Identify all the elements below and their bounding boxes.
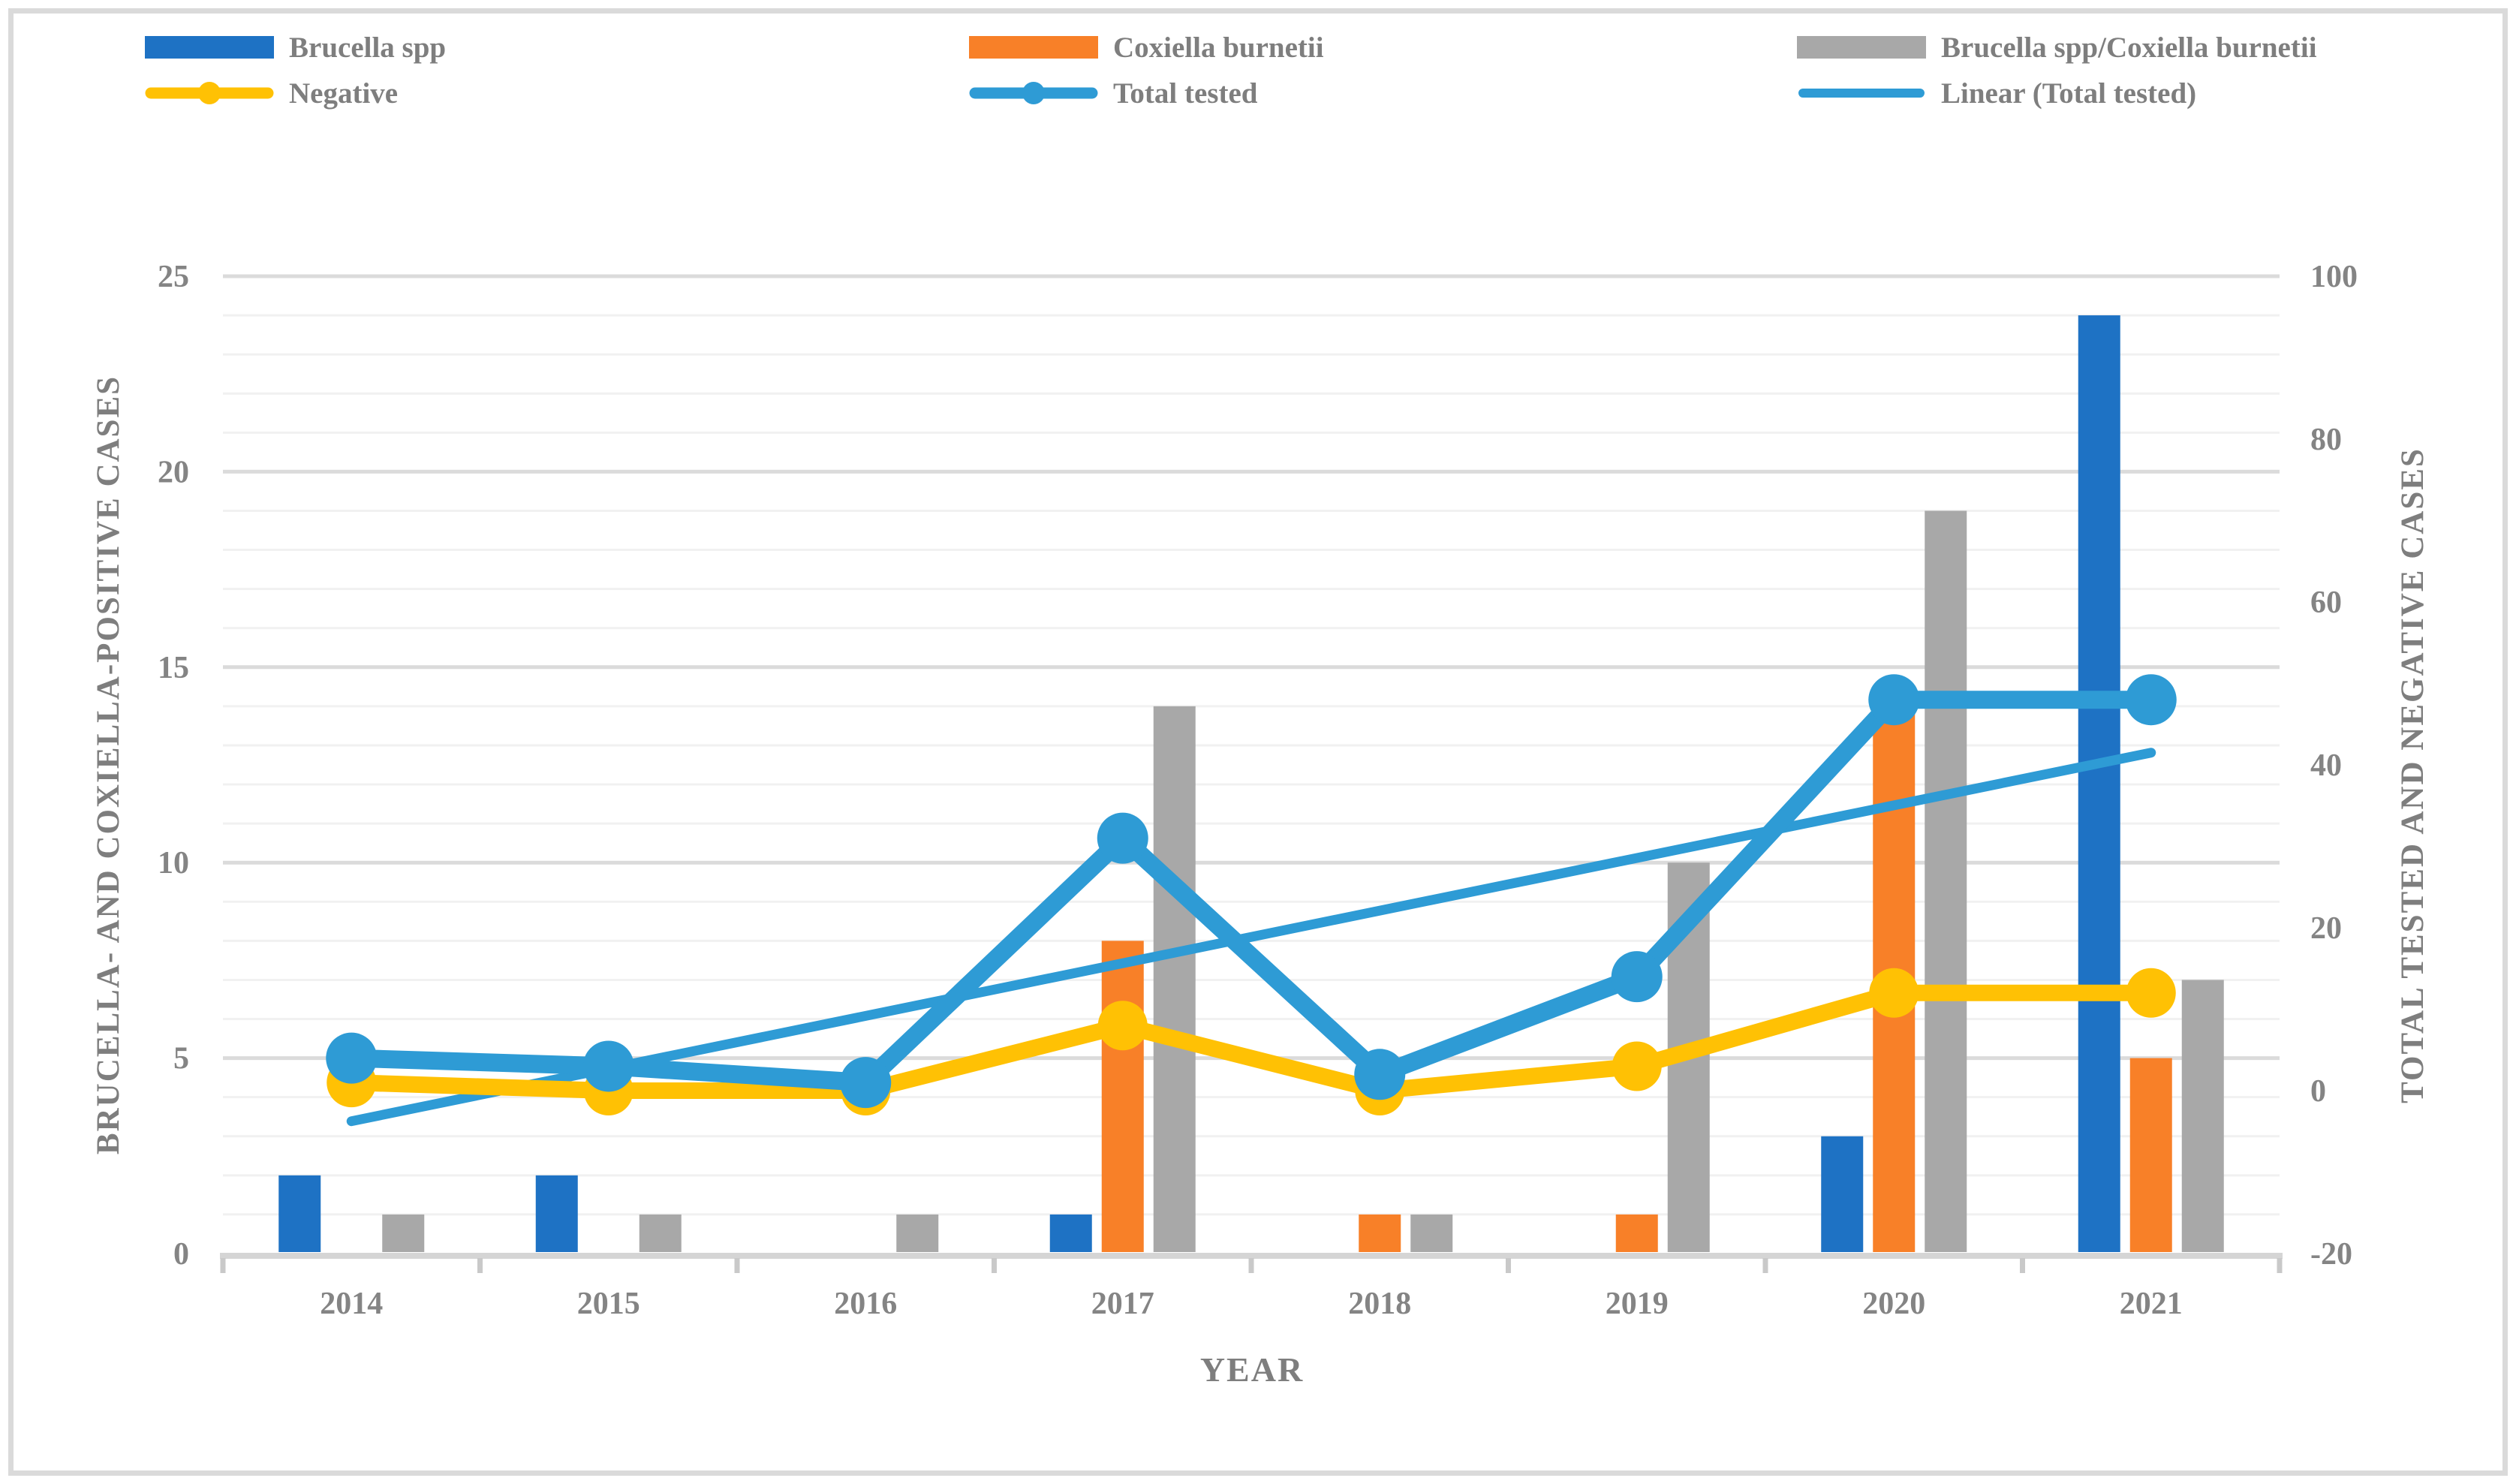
legend-item-coxiella: Coxiella burnetii: [969, 28, 1324, 67]
marker-total-tested-2014: [326, 1032, 378, 1084]
right-axis-title: TOTAL TESTED AND NEGATIVE CASES: [2395, 447, 2430, 1103]
bar-brucella-spp-coxiella-burnetii-2020: [1925, 510, 1967, 1252]
left-tick-label: 20: [158, 455, 189, 489]
line-negative: [343, 984, 2159, 1099]
bar-brucella-spp-coxiella-burnetii-2014: [382, 1214, 425, 1252]
year-label: 2015: [577, 1287, 640, 1321]
legend-label-negative: Negative: [289, 77, 399, 110]
right-tick-label: 20: [2310, 911, 2342, 946]
legend-swatch-total-tested-line: [969, 77, 1098, 110]
bar-coxiella-burnetii-2021: [2129, 1058, 2172, 1252]
year-label: 2014: [320, 1287, 383, 1321]
marker-negative-2017: [1097, 1001, 1148, 1051]
bar-brucella-spp-2017: [1049, 1214, 1092, 1252]
bar-brucella-spp-coxiella-burnetii-2015: [639, 1214, 682, 1252]
right-tick-label: -20: [2310, 1237, 2352, 1272]
legend-label-linear-trend: Linear (Total tested): [1941, 77, 2197, 110]
line-swatch-icon: [969, 82, 1098, 104]
right-tick-label: 80: [2310, 423, 2342, 457]
legend-label-brucella: Brucella spp: [289, 31, 447, 64]
legend-item-brucella: Brucella spp: [145, 28, 446, 67]
marker-total-tested-2017: [1097, 812, 1148, 864]
bar-brucella-spp-2021: [2078, 315, 2120, 1253]
swatch-rect: [145, 36, 274, 59]
x-axis-title: YEAR: [1200, 1350, 1304, 1389]
year-label: 2019: [1606, 1287, 1669, 1321]
year-label: 2017: [1091, 1287, 1154, 1321]
marker-total-tested-2021: [2125, 674, 2177, 726]
legend-item-linear-trend: Linear (Total tested): [1797, 74, 2196, 113]
marker-total-tested-2018: [1354, 1049, 1406, 1100]
right-tick-label: 60: [2310, 585, 2342, 620]
right-tick-label: 100: [2310, 260, 2358, 294]
swatch-marker: [198, 82, 221, 104]
left-tick-label: 0: [173, 1237, 189, 1272]
line-swatch-icon: [145, 82, 274, 104]
year-label: 2020: [1862, 1287, 1925, 1321]
line-swatch-icon: [1798, 89, 1925, 98]
marker-negative-2019: [1612, 1041, 1662, 1091]
left-tick-label: 15: [158, 651, 189, 685]
bar-coxiella-burnetii-2017: [1101, 941, 1144, 1252]
swatch-rect: [969, 36, 1098, 59]
line-series: [326, 674, 2177, 1115]
marker-total-tested-2020: [1868, 674, 1920, 726]
bar-coxiella-burnetii-2019: [1615, 1214, 1658, 1252]
left-axis-title: BRUCELLA- AND COXIELLA-POSITIVE CASES: [91, 375, 126, 1154]
bar-brucella-spp-coxiella-burnetii-2021: [2181, 980, 2224, 1252]
legend-swatch-negative-line: [145, 77, 274, 110]
legend-item-coinfection: Brucella spp/Coxiella burnetii: [1797, 28, 2317, 67]
right-tick-label: 0: [2310, 1074, 2326, 1109]
marker-total-tested-2019: [1611, 951, 1663, 1003]
swatch-rect: [1797, 36, 1926, 59]
bar-series: [278, 315, 2224, 1253]
bar-brucella-spp-coxiella-burnetii-2018: [1410, 1214, 1453, 1252]
line-total-tested: [342, 691, 2160, 1092]
legend-swatch-coxiella-bar: [969, 31, 1098, 64]
marker-total-tested-2016: [840, 1057, 892, 1109]
marker-total-tested-2015: [582, 1040, 634, 1092]
marker-negative-2021: [2126, 968, 2176, 1018]
bar-brucella-spp-2014: [278, 1175, 321, 1252]
bar-swatch-icon: [969, 36, 1098, 59]
gridlines: [223, 274, 2280, 1216]
legend-label-coinfection: Brucella spp/Coxiella burnetii: [1941, 31, 2317, 64]
legend-swatch-brucella-bar: [145, 31, 274, 64]
bar-brucella-spp-coxiella-burnetii-2016: [896, 1214, 939, 1252]
legend-label-coxiella: Coxiella burnetii: [1113, 31, 1324, 64]
bar-brucella-spp-coxiella-burnetii-2017: [1153, 706, 1196, 1252]
year-label: 2016: [834, 1287, 897, 1321]
legend-label-total-tested: Total tested: [1113, 77, 1258, 110]
bar-swatch-icon: [1797, 36, 1926, 59]
swatch-marker: [1022, 82, 1045, 104]
marker-negative-2020: [1869, 968, 1919, 1018]
left-tick-label: 25: [158, 260, 189, 294]
left-tick-label: 10: [158, 846, 189, 880]
bar-brucella-spp-2020: [1821, 1136, 1864, 1252]
right-tick-label: 40: [2310, 748, 2342, 783]
legend-swatch-linear-trend-line: [1797, 77, 1926, 110]
bar-brucella-spp-2015: [535, 1175, 578, 1252]
bar-swatch-icon: [145, 36, 274, 59]
trendline-linear-total-tested: [346, 748, 2156, 1127]
trendline-layer: [346, 748, 2156, 1127]
legend-item-negative: Negative: [145, 74, 398, 113]
legend-item-total-tested: Total tested: [969, 74, 1257, 113]
left-tick-label: 5: [173, 1042, 189, 1076]
year-label: 2021: [2120, 1287, 2183, 1321]
legend-swatch-coinfection-bar: [1797, 31, 1926, 64]
bar-coxiella-burnetii-2018: [1359, 1214, 1401, 1252]
x-axis-line-and-ticks: [220, 1253, 2283, 1273]
year-label: 2018: [1348, 1287, 1411, 1321]
